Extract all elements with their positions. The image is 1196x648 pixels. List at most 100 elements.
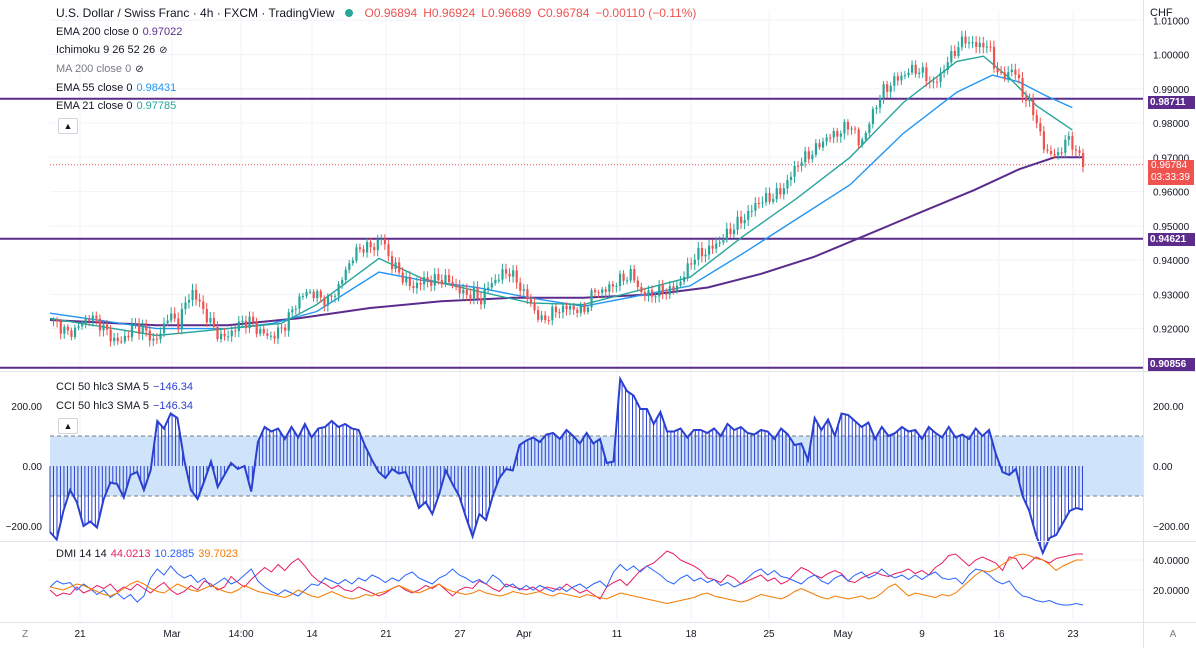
chevron-up-icon[interactable]: ▲ bbox=[58, 118, 78, 134]
candle-body bbox=[797, 165, 800, 167]
price-tick-label: 1.00000 bbox=[1153, 51, 1190, 62]
candle-body bbox=[380, 239, 383, 241]
candle-body bbox=[1039, 123, 1042, 132]
legend-ichimoku[interactable]: Ichimoku 9 26 52 26 ⊘ bbox=[56, 44, 167, 56]
candle-body bbox=[1007, 72, 1010, 80]
candle-body bbox=[622, 273, 625, 281]
candle-body bbox=[252, 316, 255, 323]
candle-body bbox=[597, 292, 600, 294]
ohlc-change: −0.00110 (−0.11%) bbox=[595, 6, 697, 20]
candle-body bbox=[237, 321, 240, 332]
chevron-up-icon[interactable]: ▲ bbox=[58, 418, 78, 434]
candle-body bbox=[661, 284, 664, 294]
candle-body bbox=[825, 137, 828, 142]
candle-body bbox=[683, 276, 686, 282]
candle-body bbox=[964, 36, 967, 44]
candle-body bbox=[626, 280, 629, 282]
legend-ema55[interactable]: EMA 55 close 0 0.98431 bbox=[56, 82, 176, 94]
candle-body bbox=[355, 247, 358, 261]
candle-body bbox=[219, 333, 223, 340]
candle-body bbox=[814, 143, 818, 155]
legend-ema200[interactable]: EMA 200 close 0 0.97022 bbox=[56, 26, 182, 38]
candle-body bbox=[643, 292, 647, 297]
dmi-adx-line bbox=[49, 553, 1083, 605]
candle-body bbox=[886, 84, 889, 92]
candle-body bbox=[636, 280, 639, 288]
candle-body bbox=[579, 304, 582, 313]
candle-body bbox=[244, 320, 248, 328]
candle-body bbox=[750, 210, 753, 212]
candle-body bbox=[832, 131, 835, 138]
candle-body bbox=[383, 239, 387, 245]
cci-line bbox=[49, 375, 1084, 556]
candle-body bbox=[216, 326, 219, 340]
candle-body bbox=[330, 295, 333, 297]
candle-body bbox=[1028, 99, 1031, 101]
candle-body bbox=[348, 263, 351, 270]
candle-body bbox=[423, 277, 426, 285]
candle-body bbox=[693, 259, 696, 265]
candle-body bbox=[540, 315, 543, 320]
candle-body bbox=[319, 291, 322, 298]
candle-body bbox=[130, 323, 134, 338]
dmi-tick-label: 20.0000 bbox=[1153, 586, 1190, 597]
price-tick-label: 0.94000 bbox=[1153, 256, 1190, 267]
candle-body bbox=[326, 295, 330, 306]
candle-body bbox=[565, 305, 568, 310]
candle-body bbox=[102, 324, 105, 331]
candle-body bbox=[412, 285, 415, 289]
candle-body bbox=[818, 143, 821, 148]
candle-body bbox=[376, 239, 379, 251]
candle-body bbox=[679, 281, 682, 286]
legend-dmi[interactable]: DMI 14 14 44.0213 10.2885 39.7023 bbox=[56, 548, 238, 560]
cci-tick-label: −200.00 bbox=[1153, 522, 1190, 533]
candle-body bbox=[362, 249, 365, 253]
currency-label[interactable]: CHF bbox=[1150, 7, 1173, 19]
candle-body bbox=[743, 219, 746, 224]
legend-cci-2[interactable]: CCI 50 hlc3 SMA 5 −146.34 bbox=[56, 400, 193, 412]
candle-body bbox=[187, 300, 191, 303]
time-tick-label: 11 bbox=[612, 629, 623, 640]
legend-ema21[interactable]: EMA 21 close 0 0.97785 bbox=[56, 100, 176, 112]
ema55-label: EMA 55 close 0 bbox=[56, 82, 133, 94]
candle-body bbox=[366, 242, 369, 253]
candle-body bbox=[672, 286, 675, 292]
price-tick-label: 0.98000 bbox=[1153, 119, 1190, 130]
time-tick-label: 14 bbox=[306, 629, 318, 640]
auto-scale-button[interactable]: A bbox=[1169, 629, 1177, 640]
candle-body bbox=[440, 280, 444, 285]
candle-body bbox=[836, 131, 839, 137]
candle-body bbox=[569, 305, 572, 310]
candle-body bbox=[975, 42, 978, 48]
candle-body bbox=[73, 327, 77, 337]
candle-body bbox=[337, 283, 340, 296]
candle-body bbox=[433, 274, 436, 286]
candle-body bbox=[943, 70, 946, 73]
candle-body bbox=[195, 289, 198, 300]
candle-body bbox=[373, 247, 376, 251]
candle-body bbox=[341, 280, 344, 284]
candle-body bbox=[732, 229, 736, 234]
candle-body bbox=[757, 203, 761, 205]
eye-off-icon[interactable]: ⊘ bbox=[135, 63, 144, 75]
time-tick-label: 25 bbox=[763, 629, 775, 640]
candle-body bbox=[1021, 78, 1024, 97]
candle-body bbox=[458, 285, 461, 294]
eye-off-icon[interactable]: ⊘ bbox=[159, 44, 168, 56]
candle-body bbox=[939, 72, 942, 82]
candle-body bbox=[191, 289, 194, 301]
candle-body bbox=[558, 312, 561, 314]
legend-cci-1[interactable]: CCI 50 hlc3 SMA 5 −146.34 bbox=[56, 381, 193, 393]
candle-body bbox=[658, 284, 661, 297]
candle-body bbox=[120, 341, 123, 343]
candle-body bbox=[56, 319, 59, 322]
legend-ma200[interactable]: MA 200 close 0 ⊘ bbox=[56, 63, 144, 75]
candle-body bbox=[647, 290, 650, 297]
timezone-z-button[interactable]: Z bbox=[21, 629, 29, 640]
candle-body bbox=[704, 254, 707, 257]
candle-body bbox=[629, 268, 632, 281]
symbol-legend[interactable]: U.S. Dollar / Swiss Franc · 4h · FXCM · … bbox=[56, 6, 696, 20]
candle-body bbox=[504, 269, 508, 274]
candle-body bbox=[590, 290, 593, 308]
